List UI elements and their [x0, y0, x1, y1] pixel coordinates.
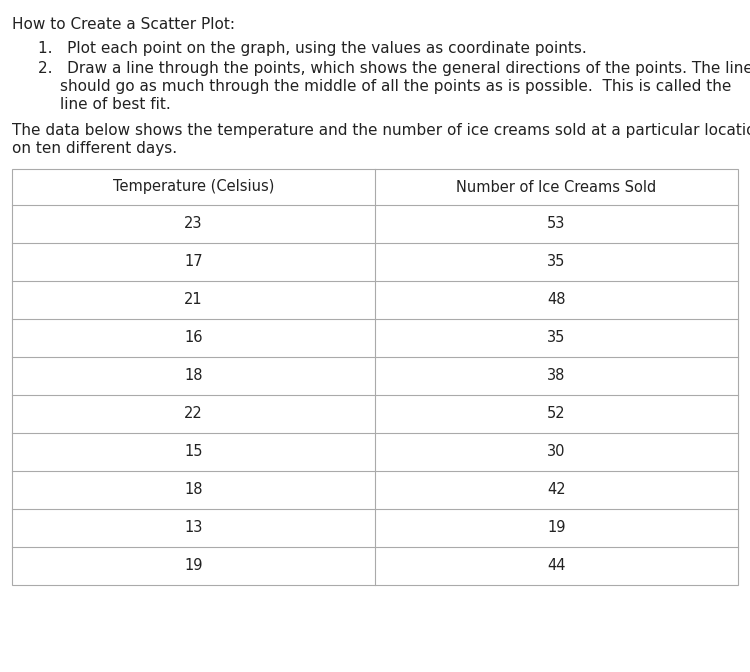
Text: Number of Ice Creams Sold: Number of Ice Creams Sold: [456, 179, 657, 194]
Text: 42: 42: [548, 482, 566, 497]
Text: 15: 15: [184, 444, 202, 460]
Text: How to Create a Scatter Plot:: How to Create a Scatter Plot:: [12, 17, 235, 32]
Text: on ten different days.: on ten different days.: [12, 141, 177, 156]
Text: 17: 17: [184, 255, 202, 269]
Text: 21: 21: [184, 292, 202, 308]
Text: Temperature (Celsius): Temperature (Celsius): [112, 179, 274, 194]
Text: 2.   Draw a line through the points, which shows the general directions of the p: 2. Draw a line through the points, which…: [38, 61, 750, 76]
Text: 1.   Plot each point on the graph, using the values as coordinate points.: 1. Plot each point on the graph, using t…: [38, 41, 586, 56]
Text: 23: 23: [184, 216, 202, 231]
Text: 35: 35: [548, 255, 566, 269]
Text: 19: 19: [184, 558, 202, 573]
Text: should go as much through the middle of all the points as is possible.  This is : should go as much through the middle of …: [60, 79, 731, 94]
Text: 30: 30: [548, 444, 566, 460]
Text: 18: 18: [184, 482, 202, 497]
Text: 19: 19: [548, 521, 566, 536]
Text: The data below shows the temperature and the number of ice creams sold at a part: The data below shows the temperature and…: [12, 123, 750, 138]
Text: 35: 35: [548, 331, 566, 345]
Bar: [12, 169, 738, 585]
Text: 48: 48: [548, 292, 566, 308]
Text: 44: 44: [548, 558, 566, 573]
Text: 38: 38: [548, 368, 566, 384]
Text: 18: 18: [184, 368, 202, 384]
Text: 13: 13: [184, 521, 202, 536]
Text: line of best fit.: line of best fit.: [60, 97, 171, 112]
Text: 53: 53: [548, 216, 566, 231]
Text: 22: 22: [184, 407, 202, 421]
Text: 52: 52: [548, 407, 566, 421]
Text: 16: 16: [184, 331, 202, 345]
